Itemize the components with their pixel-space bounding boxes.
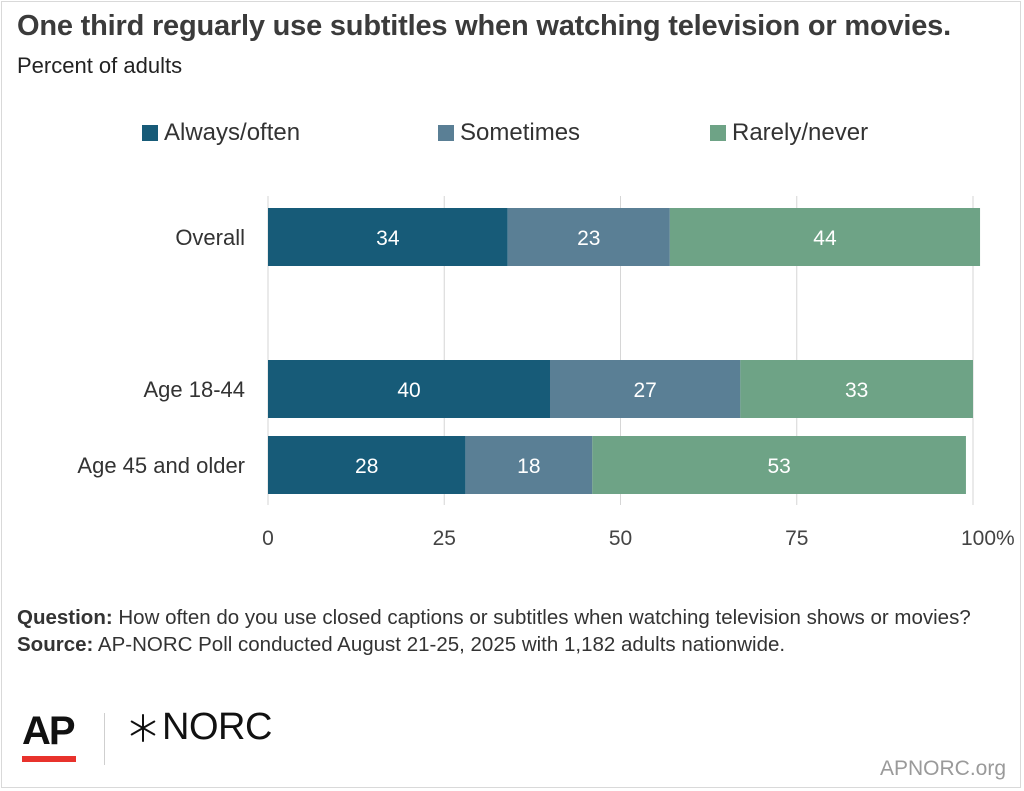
x-tick-label-0: 0 — [262, 527, 274, 550]
bar-sometimes-1 — [550, 360, 741, 418]
norc-logo: NORC — [128, 706, 272, 749]
legend-label-sometimes: Sometimes — [460, 119, 581, 146]
stacked-bar-chart: 34 23 44 Overall 40 27 33 Age 18-44 28 18 53 Age 45… — [77, 196, 1015, 550]
bar-label-sometimes-1: 27 — [633, 379, 656, 402]
bar-rarely-1 — [740, 360, 973, 418]
source-line: Source: AP-NORC Poll conducted August 21… — [17, 631, 1007, 658]
legend-swatch-sometimes — [438, 125, 454, 141]
page-subtitle: Percent of adults — [17, 53, 183, 78]
bar-label-always-2: 28 — [355, 455, 378, 478]
legend-item-sometimes: Sometimes — [438, 119, 580, 147]
bar-label-rarely-2: 53 — [767, 455, 790, 478]
ap-logo-text: AP — [22, 709, 76, 753]
site-url: APNORC.org — [879, 757, 1006, 780]
bar-rarely-2 — [592, 436, 966, 494]
bar-sometimes-2 — [465, 436, 593, 494]
question-line: Question: How often do you use closed ca… — [17, 604, 1007, 631]
source-label: Source: — [17, 633, 94, 656]
question-text: How often do you use closed captions or … — [118, 606, 971, 629]
bar-always-1 — [268, 360, 550, 418]
ap-logo-bar — [22, 756, 76, 762]
x-tick-label-1: 25 — [433, 527, 456, 550]
x-tick-label-3: 75 — [785, 527, 808, 550]
bar-label-always-1: 40 — [397, 379, 420, 402]
bar-label-sometimes-2: 18 — [517, 455, 540, 478]
bar-rarely-0 — [669, 208, 981, 266]
legend-label-always: Always/often — [164, 119, 301, 146]
bar-label-rarely-0: 44 — [813, 227, 837, 250]
footnote: Question: How often do you use closed ca… — [17, 604, 1007, 658]
question-label: Question: — [17, 606, 113, 629]
bar-sometimes-0 — [507, 208, 670, 266]
bar-label-sometimes-0: 23 — [577, 227, 600, 250]
legend-label-rarely: Rarely/never — [732, 119, 869, 146]
legend-swatch-always — [142, 125, 158, 141]
category-label-0: Overall — [175, 225, 245, 250]
legend-swatch-rarely — [710, 125, 726, 141]
norc-logo-text: NORC — [162, 706, 272, 748]
page-title: One third reguarly use subtitles when wa… — [17, 10, 951, 42]
x-tick-label-4: 100% — [961, 527, 1015, 550]
legend-item-always: Always/often — [142, 119, 300, 147]
bar-always-2 — [268, 436, 466, 494]
ap-logo: AP — [22, 711, 78, 765]
bar-always-0 — [268, 208, 508, 266]
category-label-2: Age 45 and older — [77, 453, 245, 478]
logo-divider — [104, 713, 105, 765]
norc-star-icon — [130, 713, 156, 742]
bar-label-rarely-1: 33 — [845, 379, 868, 402]
bar-label-always-0: 34 — [376, 227, 400, 250]
category-label-1: Age 18-44 — [143, 377, 245, 402]
legend-item-rarely: Rarely/never — [710, 119, 868, 147]
source-text: AP-NORC Poll conducted August 21-25, 202… — [97, 633, 786, 656]
x-tick-label-2: 50 — [609, 527, 632, 550]
chart-legend: Always/often Sometimes Rarely/never — [0, 119, 1024, 151]
